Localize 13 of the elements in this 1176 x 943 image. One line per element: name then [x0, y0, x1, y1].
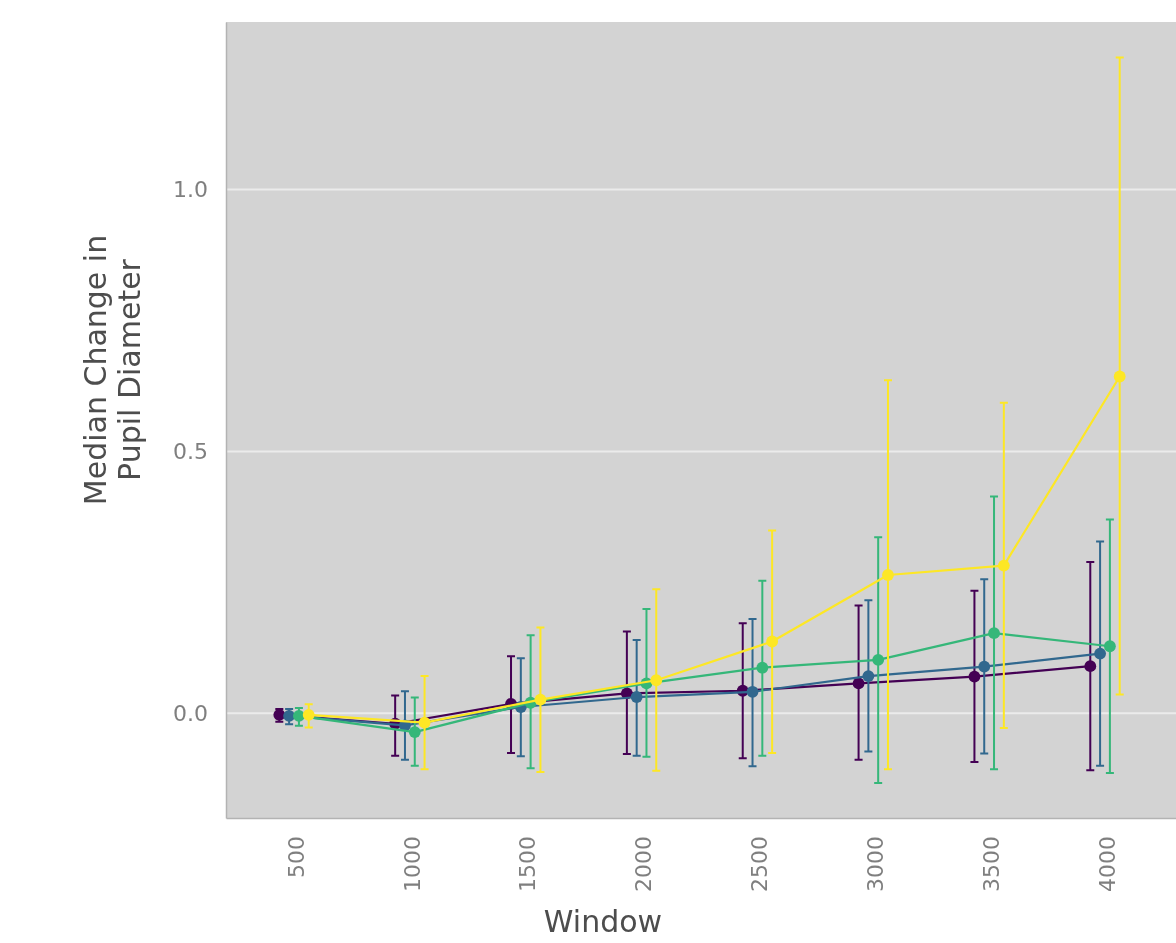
- x-axis-title: Window: [543, 904, 663, 939]
- x-tick-label: 4000: [1094, 836, 1120, 892]
- x-tick-label: 1000: [399, 836, 425, 892]
- y-tick-label: 1.0: [173, 177, 208, 203]
- x-tick-label: 2500: [747, 836, 773, 892]
- x-tick-label: 3500: [978, 836, 1004, 892]
- x-tick-label: 500: [283, 836, 309, 878]
- x-tick-label: 1500: [515, 836, 541, 892]
- y-tick-label: 0.0: [173, 700, 208, 726]
- y-tick-label: 0.5: [173, 438, 208, 464]
- x-tick-label: 3000: [862, 836, 888, 892]
- x-tick-label: 2000: [631, 836, 657, 892]
- y-axis-title: Median Change in Pupil Diameter: [78, 234, 147, 506]
